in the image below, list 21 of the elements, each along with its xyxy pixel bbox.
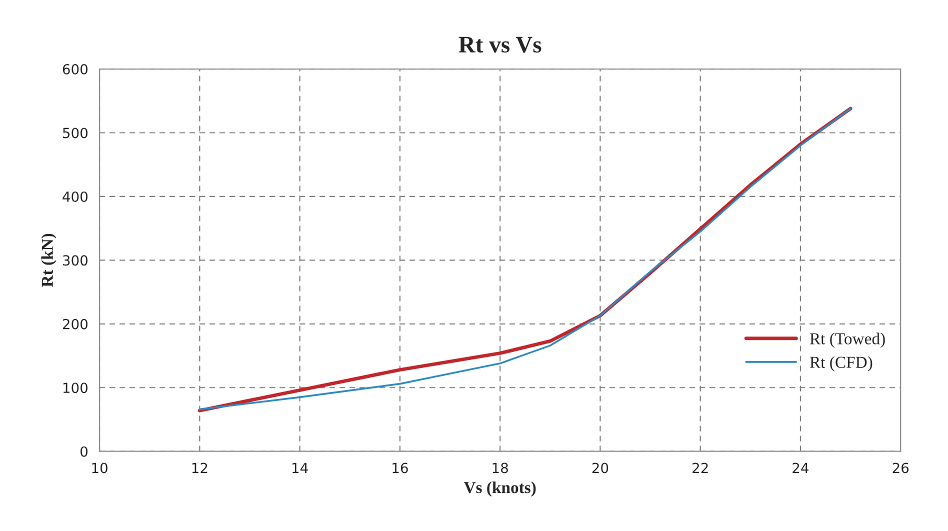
chart-title: Rt vs Vs (458, 36, 542, 53)
x-tick-label: 18 (492, 462, 508, 474)
x-tick-label: 16 (392, 462, 408, 474)
x-tick-label: 14 (292, 462, 308, 474)
x-tick-label: 10 (92, 462, 108, 474)
y-axis-title: Rt (kN) (41, 234, 56, 287)
y-tick-label: 0 (80, 446, 88, 457)
legend-label: Rt (CFD) (810, 356, 872, 372)
y-tick-label: 500 (62, 128, 88, 138)
x-tick-label: 24 (792, 462, 809, 474)
legend-label: Rt (Towed) (810, 332, 885, 348)
x-tick-label: 12 (192, 462, 208, 474)
y-tick-label: 100 (63, 382, 88, 394)
y-tick-label: 400 (62, 191, 88, 202)
x-axis-title: Vs (knots) (464, 481, 536, 497)
y-tick-label: 300 (62, 255, 88, 266)
x-tick-label: 20 (592, 462, 608, 474)
x-tick-label: 26 (892, 462, 909, 474)
y-tick-label: 600 (62, 64, 88, 75)
y-tick-label: 200 (62, 318, 88, 330)
x-tick-label: 22 (692, 462, 708, 474)
